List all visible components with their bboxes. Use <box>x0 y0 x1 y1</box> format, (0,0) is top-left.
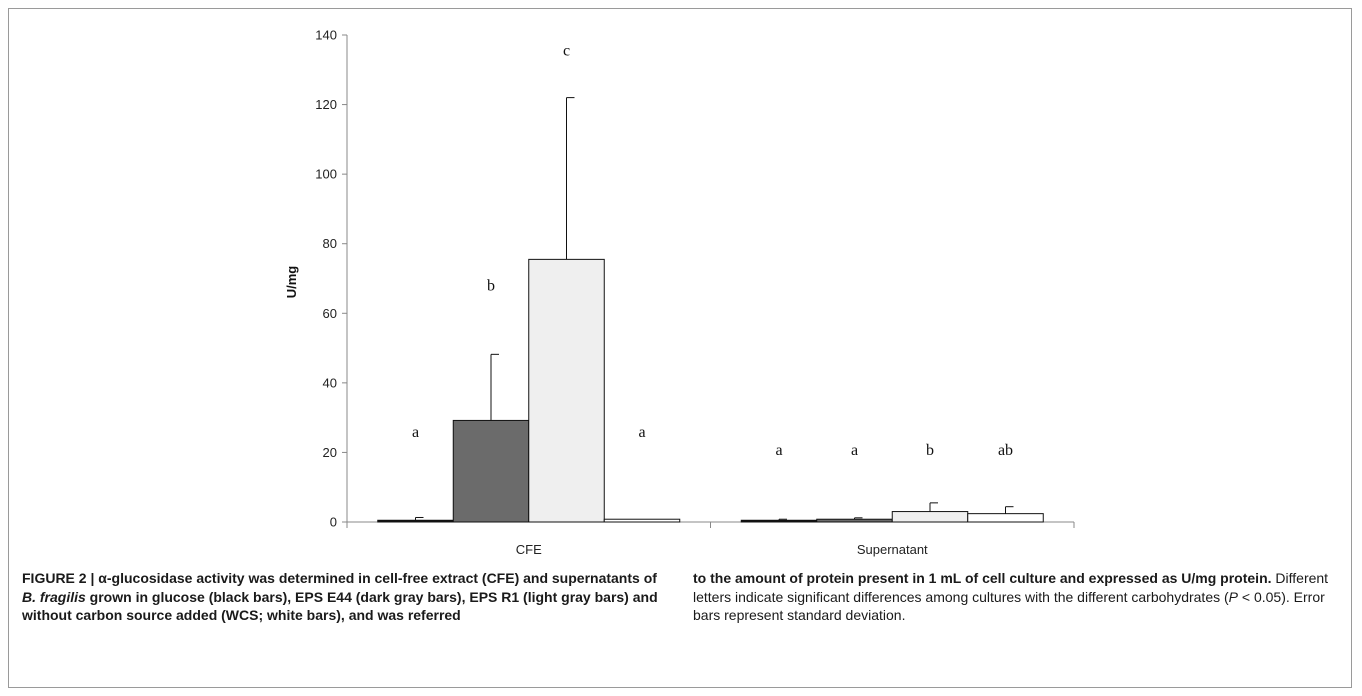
y-tick-label: 80 <box>323 236 337 251</box>
caption-normal-1: Different letters indicate significant d… <box>693 570 1329 605</box>
bar <box>452 419 530 523</box>
x-category-label: Supernatant <box>857 542 928 557</box>
bar <box>740 519 818 523</box>
caption-right: to the amount of protein present in 1 mL… <box>693 569 1341 625</box>
bar <box>377 519 454 523</box>
caption-species: B. fragilis <box>22 588 86 605</box>
error-bars <box>415 97 1014 521</box>
bar <box>816 518 893 523</box>
y-tick-label: 100 <box>315 167 337 182</box>
caption-left: FIGURE 2 | α-glucosidase activity was de… <box>22 569 670 625</box>
y-axis: 0 20 40 60 80 100 120 140 <box>315 28 348 530</box>
x-axis: CFE Supernatant <box>346 521 1075 557</box>
bar <box>891 511 969 523</box>
significance-letter: c <box>563 43 570 60</box>
caption-bold-3: to the amount of protein present in 1 mL… <box>693 570 1272 586</box>
bar <box>528 258 605 523</box>
significance-letter: a <box>851 442 858 459</box>
significance-letter: a <box>412 424 419 441</box>
significance-letter: a <box>638 424 645 441</box>
caption-p-value: P <box>1228 588 1239 605</box>
caption-bold-2: grown in glucose (black bars), EPS E44 (… <box>22 588 658 624</box>
y-tick-label: 60 <box>323 306 337 321</box>
x-category-label: CFE <box>516 542 542 557</box>
significance-letter: a <box>775 442 782 459</box>
y-tick-label: 40 <box>323 375 337 390</box>
bar <box>967 513 1044 523</box>
figure-frame <box>8 8 1352 688</box>
caption-label: FIGURE 2 | <box>22 570 99 586</box>
significance-letter: b <box>487 277 495 294</box>
y-tick-label: 120 <box>315 97 337 112</box>
bar <box>603 518 681 523</box>
significance-letter: ab <box>998 442 1013 459</box>
bars <box>377 258 1044 523</box>
significance-letter: b <box>926 442 934 459</box>
y-tick-label: 20 <box>323 445 337 460</box>
y-tick-label: 140 <box>315 28 337 43</box>
y-tick-label: 0 <box>330 515 337 530</box>
caption-bold-1: α-glucosidase activity was determined in… <box>98 570 657 586</box>
y-axis-label: U/mg <box>284 266 299 299</box>
caption-normal-2: < 0.05). Error bars represent standard d… <box>693 588 1325 624</box>
